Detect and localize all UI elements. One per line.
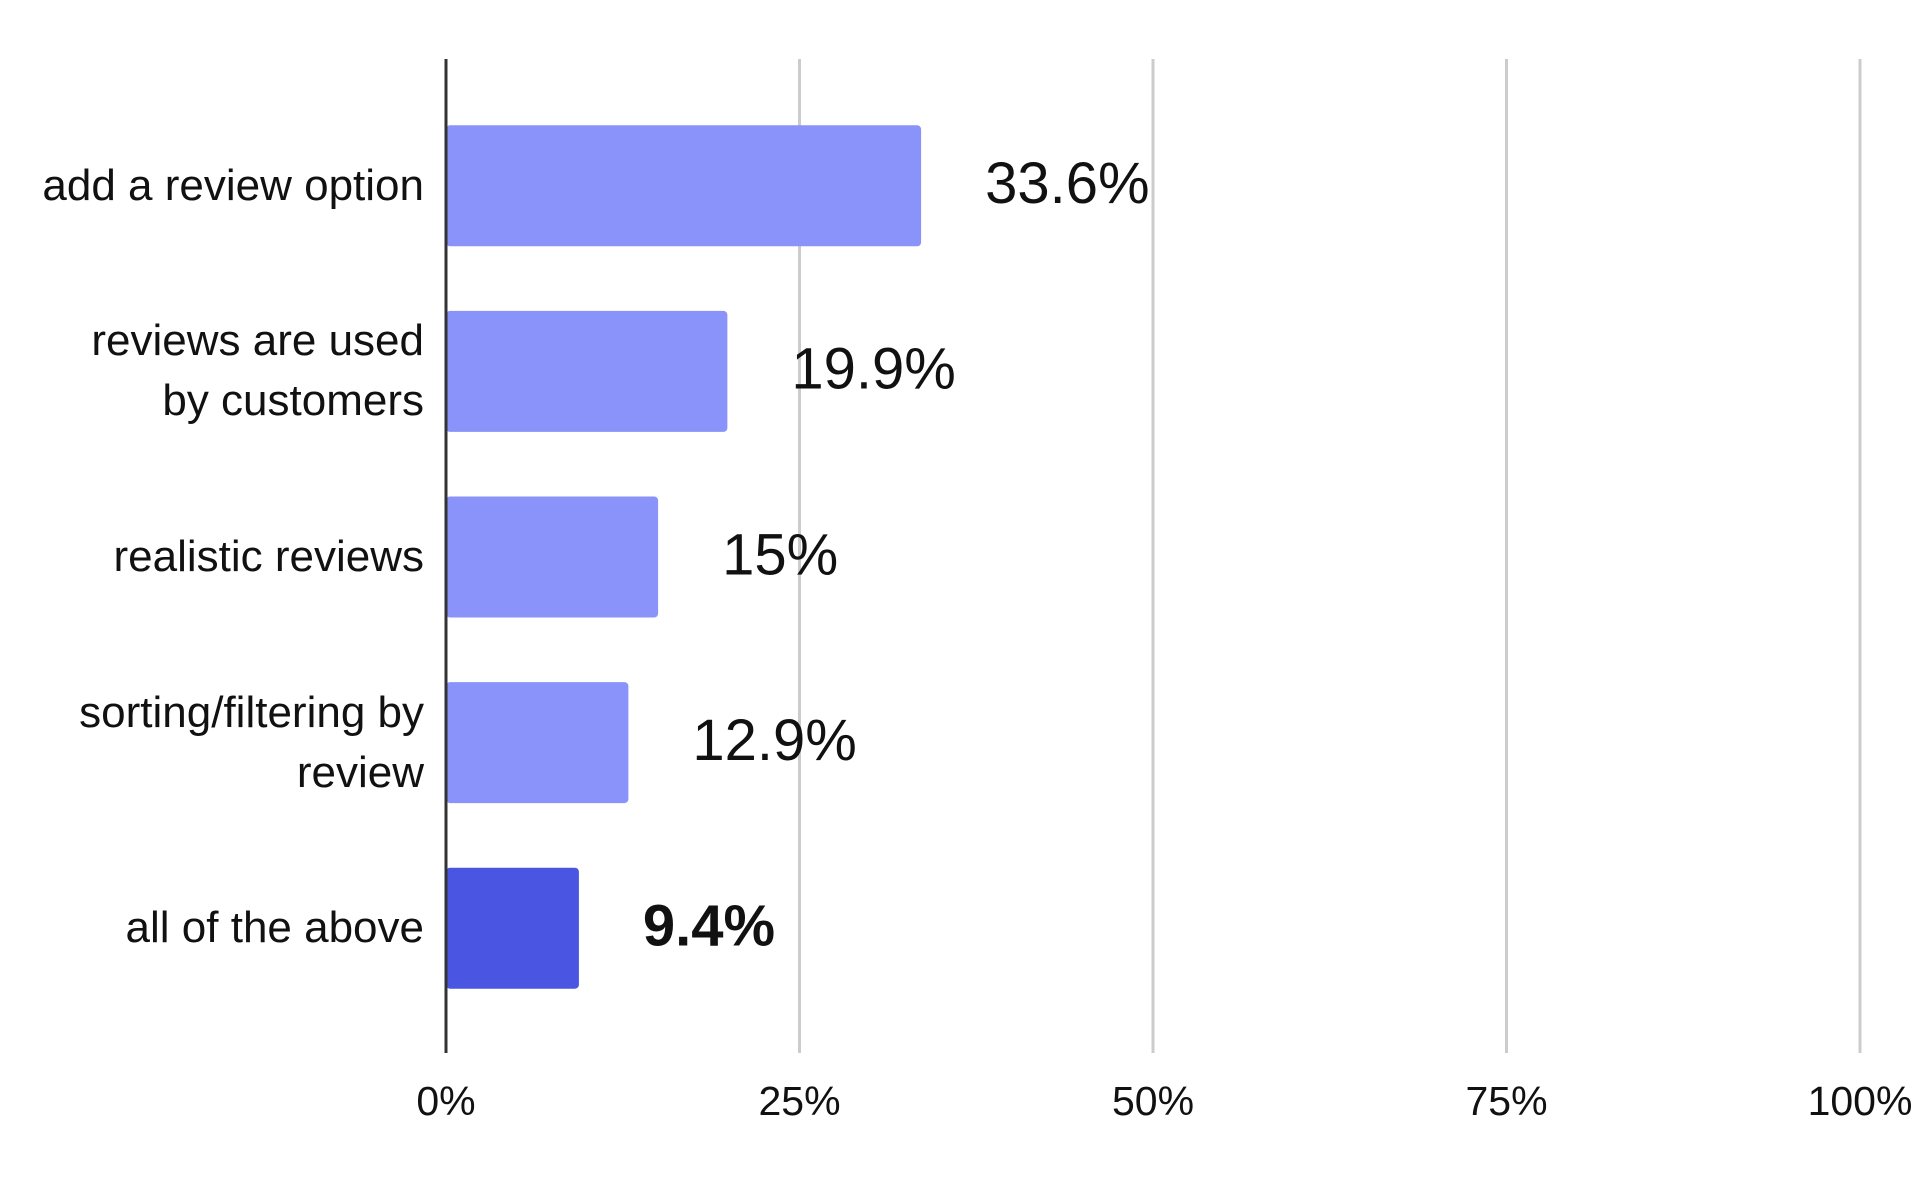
bar xyxy=(446,682,629,804)
x-tick-label: 0% xyxy=(416,1078,475,1124)
bar xyxy=(446,125,922,247)
x-tick-label: 25% xyxy=(758,1078,840,1124)
value-label: 9.4% xyxy=(643,894,775,959)
x-tick-label: 75% xyxy=(1465,1078,1547,1124)
value-label: 33.6% xyxy=(985,151,1149,216)
category-label: add a review option xyxy=(42,160,424,210)
category-label: reviews are used by customers xyxy=(91,316,424,426)
x-tick-label: 100% xyxy=(1808,1078,1913,1124)
x-tick-label: 50% xyxy=(1112,1078,1194,1124)
bar xyxy=(446,867,579,989)
bar xyxy=(446,496,659,618)
category-label: sorting/filtering by review xyxy=(79,687,424,797)
value-label: 19.9% xyxy=(791,337,955,402)
category-label: realistic reviews xyxy=(113,532,424,581)
value-label: 12.9% xyxy=(692,708,856,773)
value-label: 15% xyxy=(722,522,838,587)
bar xyxy=(446,310,728,432)
category-label: all of the above xyxy=(125,903,424,953)
